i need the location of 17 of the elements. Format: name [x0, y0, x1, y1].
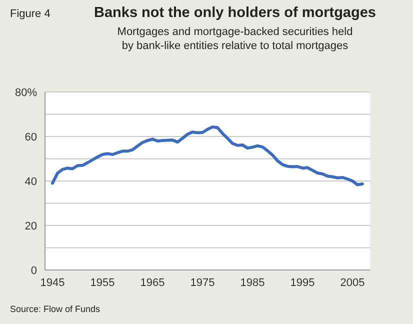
x-tick-label: 1945	[40, 276, 65, 289]
y-tick-label: 20	[24, 220, 37, 232]
x-tick-label: 1975	[190, 276, 215, 289]
source-note: Source: Flow of Funds	[10, 304, 100, 314]
caption: Figure 4	[10, 8, 50, 20]
x-tick-label: 1955	[90, 276, 115, 289]
line-series	[51, 125, 364, 186]
x-tick-label: 2005	[340, 276, 365, 289]
x-tick-label: 1965	[140, 276, 165, 289]
x-tick-label: 1985	[240, 276, 265, 289]
y-tick-label: 40	[24, 176, 37, 188]
chart-subtitle: Mortgages and mortgage-backed securities held by bank-like entities relative to total mortgages	[116, 25, 354, 53]
y-tick-label: 0	[30, 264, 37, 277]
x-tick-label: 1995	[290, 276, 315, 289]
chart-title: Banks not the only holders of mortgages	[93, 5, 377, 21]
y-tick-label: 60	[24, 131, 37, 144]
y-tick-label: 80%	[14, 86, 38, 99]
